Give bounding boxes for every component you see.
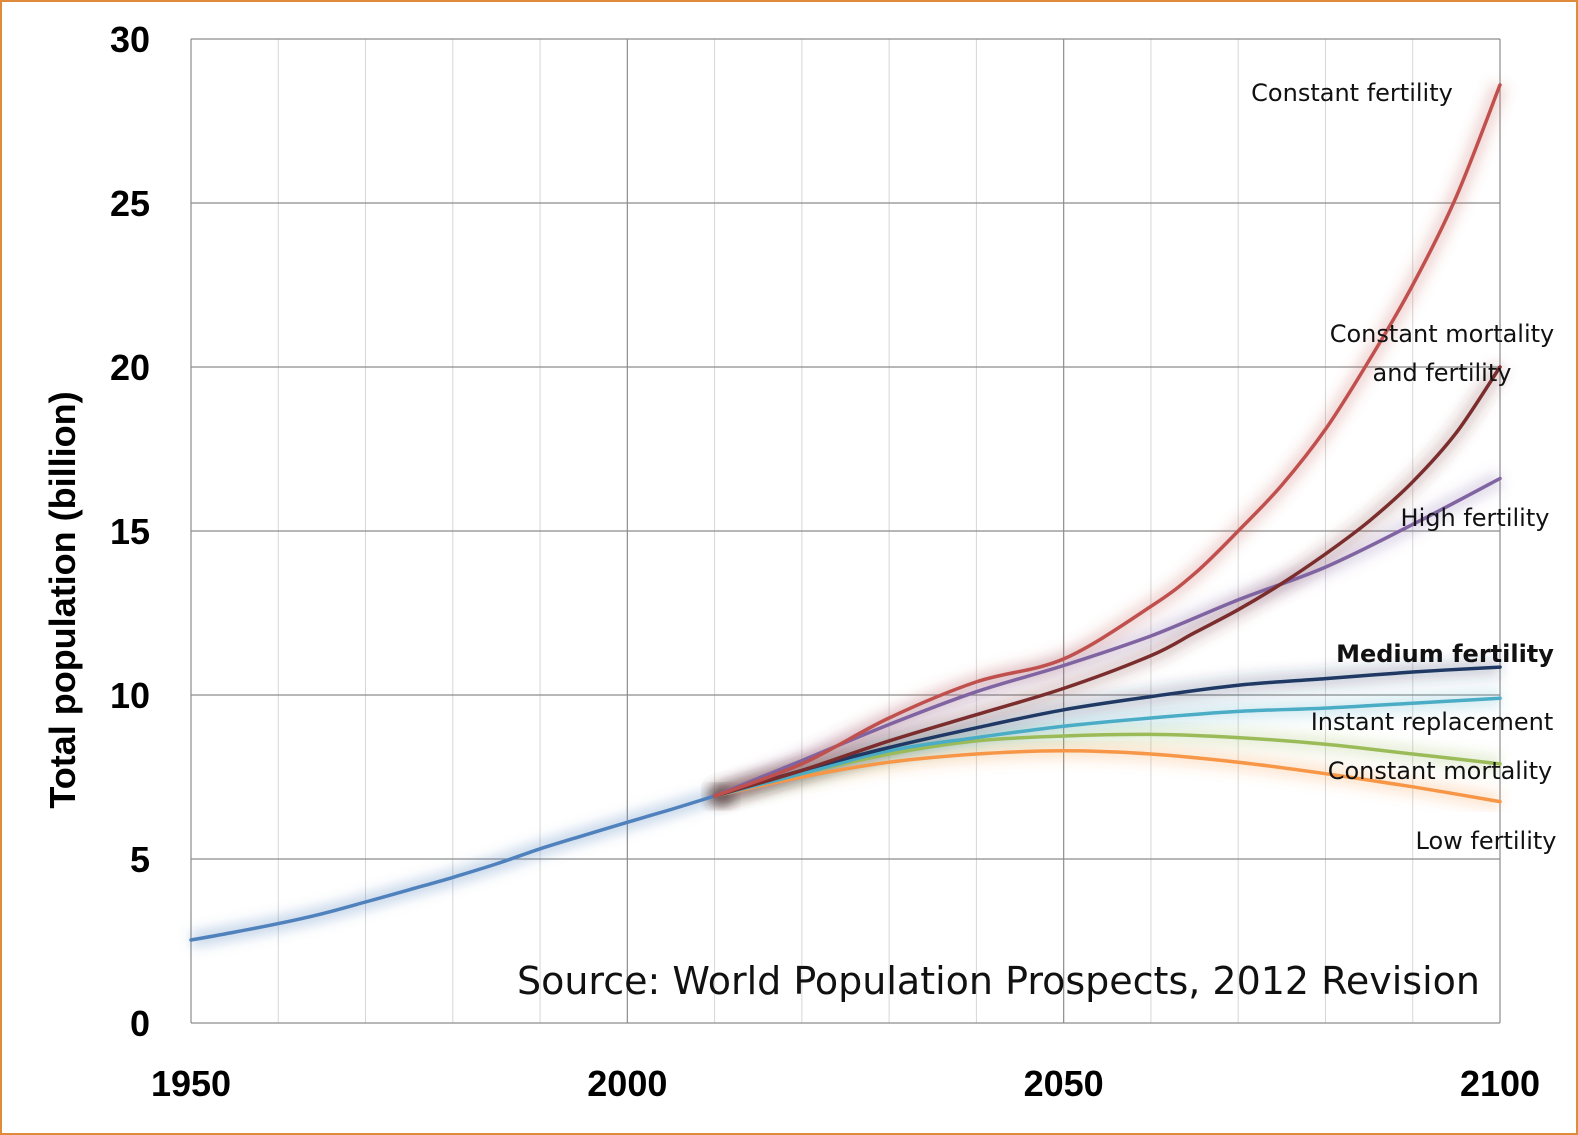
series-label: and fertility: [1373, 359, 1512, 387]
series-label: Low fertility: [1416, 827, 1557, 855]
y-tick-label: 20: [110, 347, 150, 388]
constant-fertility-line: [712, 83, 1502, 798]
y-tick-label: 15: [110, 511, 150, 552]
series-labels: Constant fertility Constant mortality and …: [1251, 79, 1556, 855]
historical-line: [189, 794, 717, 942]
y-axis-ticks: 0 5 10 15 20 25 30: [110, 19, 150, 1044]
constant-mortality-and-fertility-line: [712, 365, 1502, 798]
series-lines: [189, 83, 1502, 942]
x-tick-label: 1950: [151, 1063, 231, 1104]
y-tick-label: 0: [130, 1003, 150, 1044]
series-label: Instant replacement: [1311, 708, 1554, 736]
source-annotation: Source: World Population Prospects, 2012…: [517, 959, 1480, 1003]
x-axis-ticks: 1950 2000 2050 2100: [151, 1063, 1540, 1104]
constant-fertility-glow: [711, 81, 1509, 805]
y-tick-label: 10: [110, 675, 150, 716]
x-tick-label: 2050: [1024, 1063, 1104, 1104]
major-gridlines: [190, 38, 1501, 1024]
series-label: High fertility: [1401, 504, 1550, 532]
y-tick-label: 25: [110, 183, 150, 224]
medium-fertility-line: [712, 665, 1502, 798]
series-label: Constant fertility: [1251, 79, 1453, 107]
instant-replacement-line: [712, 696, 1502, 798]
y-tick-label: 30: [110, 19, 150, 60]
series-label: Medium fertility: [1336, 640, 1554, 668]
y-axis-label: Total population (billion): [42, 391, 83, 808]
y-tick-label: 5: [130, 839, 150, 880]
low-fertility-line: [712, 749, 1502, 804]
series-glows: [189, 81, 1509, 948]
x-tick-label: 2000: [587, 1063, 667, 1104]
x-tick-label: 2100: [1460, 1063, 1540, 1104]
series-label: Constant mortality: [1328, 757, 1553, 785]
series-label: Constant mortality: [1330, 320, 1555, 348]
